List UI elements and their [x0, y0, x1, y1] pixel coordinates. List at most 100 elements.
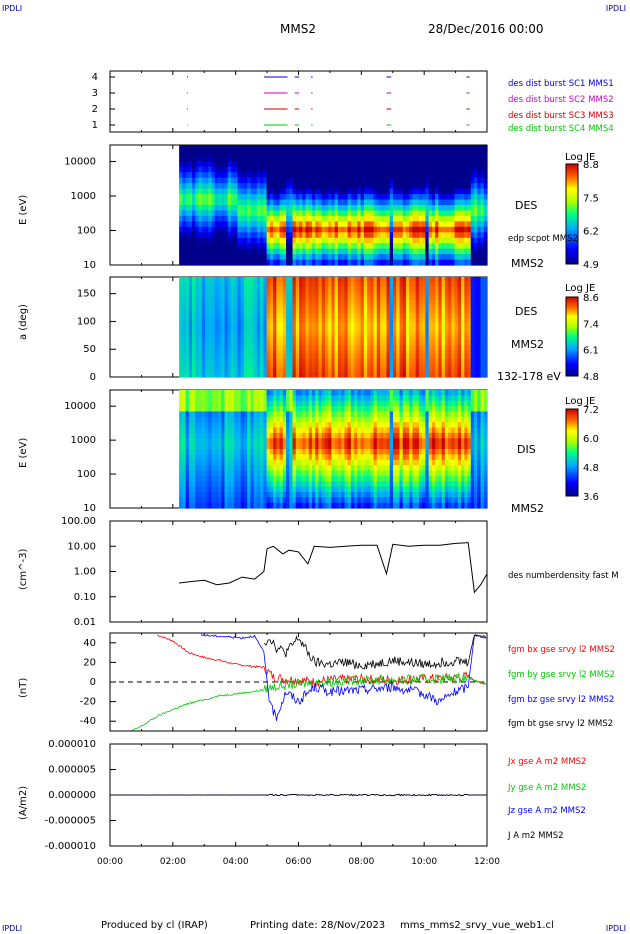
spectrogram-cell — [234, 475, 239, 482]
spectrogram-cell — [451, 331, 456, 337]
spectrogram-cell — [279, 183, 284, 190]
spectrogram-cell — [218, 422, 222, 429]
spectrogram-cell — [214, 438, 219, 445]
spectrogram-cell — [286, 367, 290, 374]
spectrogram-cell — [234, 290, 239, 296]
spectrogram-cell — [192, 327, 196, 333]
spectrogram-cell — [386, 336, 391, 342]
spectrogram-cell — [250, 470, 255, 477]
spectrogram-cell — [247, 215, 252, 222]
spectrogram-cell — [237, 308, 242, 314]
spectrogram-cell — [311, 295, 316, 301]
spectrogram-cell — [182, 254, 187, 261]
spectrogram-cell — [467, 354, 472, 360]
spectrogram-cell — [341, 226, 345, 233]
spectrogram-cell — [402, 166, 407, 173]
spectrogram-cell — [240, 349, 245, 355]
spectrogram-cell — [201, 177, 206, 184]
spectrogram-cell — [318, 145, 323, 152]
spectrogram-cell — [444, 248, 449, 255]
spectrogram-cell — [467, 232, 472, 239]
spectrogram-cell — [480, 172, 485, 179]
spectrogram-cell — [448, 161, 452, 168]
spectrogram-cell — [318, 166, 323, 173]
spectrogram-cell — [224, 395, 229, 402]
spectrogram-cell — [389, 248, 394, 255]
spectrogram-cell — [276, 372, 281, 378]
spectrogram-cell — [299, 221, 303, 228]
spectrogram-cell — [444, 358, 449, 364]
spectrogram-cell — [448, 210, 452, 217]
spectrogram-cell — [341, 205, 345, 212]
spectrogram-cell — [425, 243, 430, 250]
spectrogram-cell — [328, 286, 333, 292]
spectrogram-cell — [367, 363, 371, 369]
spectrogram-cell — [461, 299, 465, 305]
spectrogram-cell — [321, 199, 326, 206]
spectrogram-cell — [380, 161, 384, 168]
spectrogram-cell — [185, 295, 190, 301]
spectrogram-cell — [221, 349, 226, 355]
spectrogram-cell — [237, 465, 242, 472]
spectrogram-cell — [269, 161, 274, 168]
spectrogram-cell — [218, 449, 222, 455]
spectrogram-cell — [263, 432, 268, 439]
spectrogram-cell — [425, 295, 430, 301]
spectrogram-cell — [227, 438, 232, 445]
spectrogram-cell — [321, 221, 326, 228]
spectrogram-cell — [269, 254, 274, 261]
spectrogram-cell — [467, 248, 472, 255]
spectrogram-cell — [253, 400, 258, 407]
spectrogram-cell — [367, 145, 371, 152]
spectrogram-cell — [324, 199, 329, 206]
spectrogram-cell — [198, 349, 203, 355]
x-tick-label: 06:00 — [286, 857, 312, 867]
spectrogram-cell — [256, 372, 261, 378]
spectrogram-cell — [282, 232, 287, 239]
spectrogram-cell — [214, 349, 219, 355]
spectrogram-cell — [295, 221, 300, 228]
spectrogram-cell — [224, 259, 229, 266]
spectrogram-cell — [444, 188, 449, 195]
spectrogram-cell — [315, 277, 320, 283]
spectrogram-cell — [425, 286, 430, 292]
spectrogram-cell — [328, 259, 333, 266]
spectrogram-cell — [208, 336, 213, 342]
spectrogram-cell — [292, 150, 297, 157]
spectrogram-cell — [240, 183, 245, 190]
spectrogram-cell — [221, 411, 226, 418]
spectrogram-cell — [230, 188, 235, 195]
spectrogram-cell — [302, 345, 307, 351]
spectrogram-cell — [198, 400, 203, 407]
spectrogram-cell — [448, 177, 452, 184]
spectrogram-cell — [393, 161, 397, 168]
spectrogram-cell — [205, 406, 209, 413]
spectrogram-cell — [393, 363, 397, 369]
spectrogram-cell — [208, 304, 213, 310]
spectrogram-cell — [192, 199, 196, 206]
spectrogram-cell — [250, 290, 255, 296]
spectrogram-cell — [198, 150, 203, 157]
spectrogram-cell — [318, 327, 323, 333]
timeline-tick-label: 3 — [92, 88, 98, 99]
spectrogram-cell — [425, 290, 430, 296]
spectrogram-cell — [263, 400, 268, 407]
spectrogram-cell — [347, 205, 352, 212]
spectrogram-cell — [192, 205, 196, 212]
spectrogram-cell — [370, 205, 375, 212]
spectrogram-cell — [205, 475, 209, 482]
spectrogram-cell — [182, 290, 187, 296]
spectrogram-cell — [299, 363, 303, 369]
spectrogram-cell — [454, 317, 459, 324]
spectrogram-cell — [331, 248, 336, 255]
spectrogram-cell — [302, 226, 307, 233]
spectrogram-cell — [224, 327, 229, 333]
spectrogram-cell — [399, 188, 404, 195]
spectrogram-cell — [354, 363, 358, 369]
spectrogram-cell — [422, 345, 427, 351]
spectrogram-cell — [331, 313, 336, 319]
spectrogram-cell — [234, 183, 239, 190]
spectrogram-cell — [425, 277, 430, 283]
spectrogram-cell — [182, 340, 187, 346]
spectrogram-cell — [363, 254, 368, 261]
